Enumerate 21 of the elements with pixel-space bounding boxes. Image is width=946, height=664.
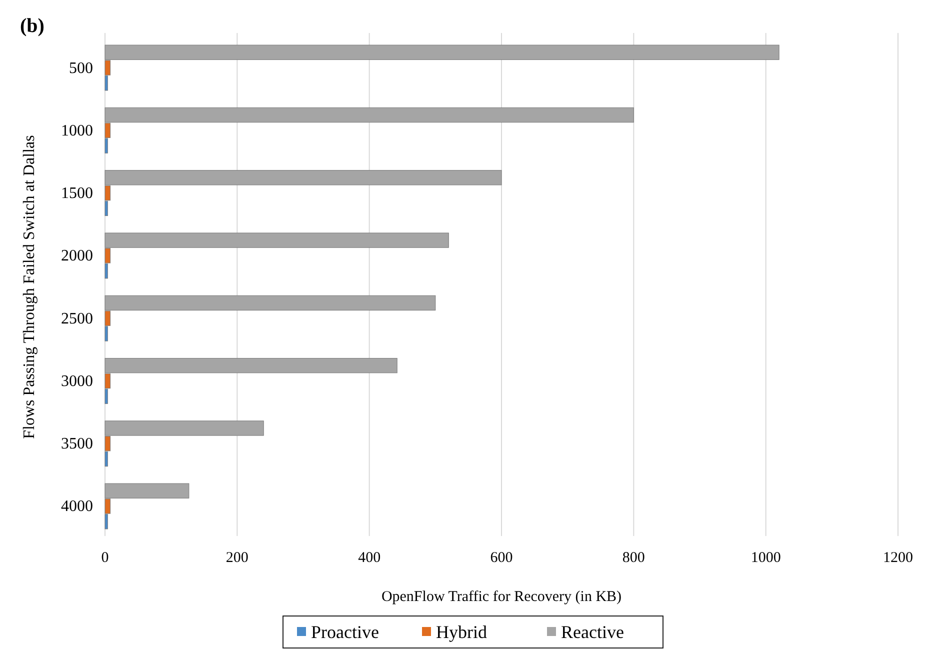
y-tick-label: 1000 [61, 122, 93, 140]
x-tick-label: 600 [490, 550, 513, 566]
y-axis-title: Flows Passing Through Failed Switch at Dallas [21, 135, 38, 439]
x-tick-label: 1000 [750, 550, 781, 566]
y-tick-label: 3500 [61, 436, 93, 453]
x-tick-label: 200 [226, 550, 248, 566]
legend-label: Reactive [561, 622, 624, 642]
y-tick-label: 2500 [61, 310, 93, 328]
legend-label: Hybrid [436, 622, 487, 642]
y-tick-label: 500 [69, 60, 93, 77]
x-tick-label: 1200 [883, 550, 913, 566]
x-tick-label: 800 [622, 550, 645, 566]
chart-title: (b) [20, 15, 44, 37]
legend-label: Proactive [311, 622, 379, 642]
y-tick-label: 4000 [61, 498, 93, 516]
y-tick-label: 2000 [61, 248, 93, 265]
x-tick-label: 400 [358, 550, 381, 566]
y-tick-label: 1500 [61, 185, 93, 202]
y-tick-label: 3000 [61, 372, 93, 390]
x-axis-title: OpenFlow Traffic for Recovery (in KB) [381, 589, 622, 605]
x-tick-label: 0 [101, 550, 109, 566]
